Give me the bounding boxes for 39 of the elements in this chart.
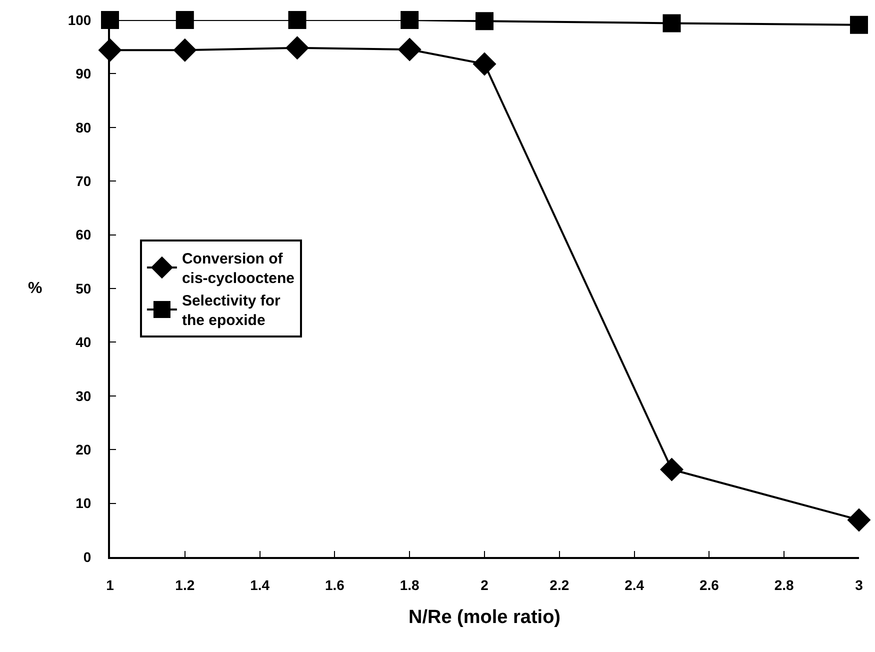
- point: [476, 12, 494, 30]
- point: [472, 52, 496, 76]
- y-tick-label: 100: [68, 12, 92, 28]
- point: [662, 14, 681, 32]
- point: [286, 36, 309, 60]
- x-tick-label: 2.6: [699, 576, 720, 593]
- y-tick-label: 30: [76, 388, 92, 404]
- point: [847, 508, 871, 532]
- x-tick-label: 1.8: [400, 576, 420, 593]
- y-axis-title: %: [28, 280, 42, 297]
- point: [176, 11, 194, 29]
- x-tick-label: 1: [106, 576, 114, 593]
- point: [660, 458, 684, 482]
- y-tick-label: 40: [76, 334, 92, 350]
- legend-label: Selectivity for the epoxide: [182, 292, 280, 330]
- x-tick-label: 1.2: [175, 576, 195, 593]
- y-tick-label: 20: [76, 442, 92, 458]
- point: [398, 38, 422, 62]
- point: [101, 11, 119, 29]
- y-tick-label: 90: [76, 66, 92, 82]
- y-tick-label: 0: [83, 548, 92, 565]
- point: [400, 11, 419, 29]
- y-tick-label: 80: [76, 119, 92, 136]
- point: [173, 38, 196, 62]
- x-tick-label: 2: [480, 576, 489, 593]
- x-tick-label: 3: [855, 576, 864, 593]
- y-tick-label: 70: [76, 173, 92, 189]
- x-tick-label: 1.6: [324, 576, 345, 593]
- x-tick-label: 2.2: [550, 576, 570, 593]
- y-tick-label: 60: [76, 226, 92, 243]
- x-tick-label: 2.8: [774, 576, 794, 593]
- y-tick-label: 50: [76, 280, 92, 296]
- x-tick-label: 1.4: [250, 576, 270, 593]
- point: [288, 11, 306, 29]
- legend-label: Conversion of cis-cyclooctene: [182, 250, 295, 288]
- x-axis-title: N/Re (mole ratio): [408, 607, 561, 628]
- y-tick-label: 10: [76, 495, 92, 512]
- point: [850, 16, 868, 34]
- x-tick-label: 2.4: [624, 576, 644, 593]
